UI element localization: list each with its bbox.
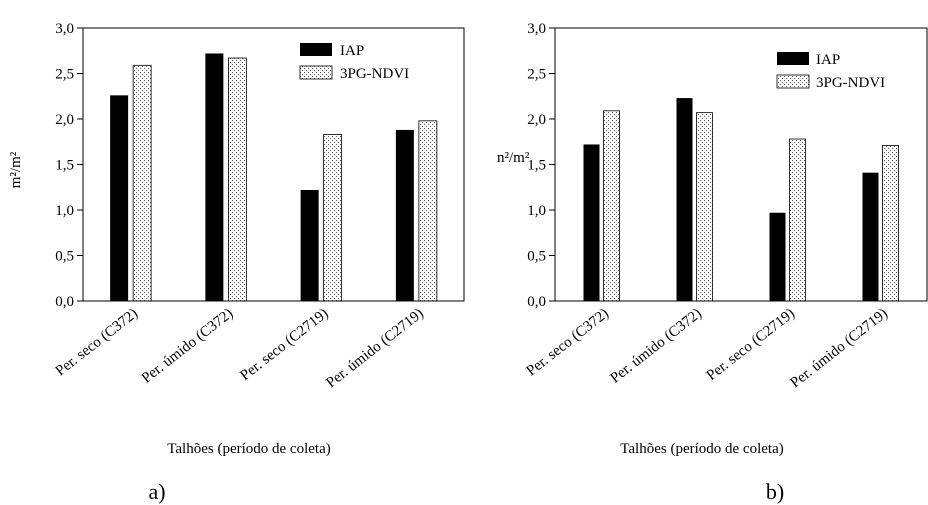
y-tick-label: 2,0 <box>527 112 546 128</box>
x-axis-tick-labels: Per. seco (C372)Per. úmido (C372)Per. se… <box>53 306 427 392</box>
x-tick-label: Per. seco (C2719) <box>704 306 798 385</box>
bar-iap <box>205 53 224 302</box>
y-axis-title: m²/m² <box>8 151 24 188</box>
y-tick-label: 2,5 <box>55 67 74 83</box>
y-axis-ticks: 0,0 0,5 1,0 1,5 2,0 2,5 3,0 <box>527 21 555 310</box>
y-tick-label: 3,0 <box>55 21 74 37</box>
x-tick-label: Per. seco (C372) <box>53 306 141 380</box>
legend-swatch-3pg-ndvi <box>299 65 333 80</box>
y-tick-label: 2,5 <box>527 67 546 83</box>
y-tick-label: 1,0 <box>55 203 74 219</box>
bar-iap <box>769 212 786 301</box>
x-tick-label: Per. seco (C2719) <box>237 306 331 385</box>
panel-label-a: a) <box>148 479 165 504</box>
bar-3pg-ndvi <box>789 138 806 302</box>
x-axis-title: Talhões (período de coleta) <box>167 441 330 457</box>
x-axis-title: Talhões (período de coleta) <box>620 441 783 457</box>
y-tick-label: 1,5 <box>527 158 546 174</box>
plot-frame <box>82 27 465 302</box>
y-tick-label: 0,5 <box>55 249 74 265</box>
y-tick-label: 0,5 <box>527 249 546 265</box>
plot-frame <box>554 27 928 302</box>
chart-panel-b: n²/m² 0,0 0,5 1,0 1,5 2,0 2,5 3,0 Per. seco (C… <box>497 21 928 504</box>
bar-3pg-ndvi <box>696 112 713 302</box>
bar-iap <box>676 98 693 301</box>
legend-label-iap: IAP <box>816 52 840 68</box>
legend-label-iap: IAP <box>340 43 364 59</box>
chart-panel-a: m²/m² 0,0 0,5 1,0 1,5 2,0 2,5 3,0 Per. seco (C… <box>8 21 465 504</box>
legend-swatch-iap <box>777 52 809 65</box>
x-tick-label: Per. seco (C372) <box>524 306 612 380</box>
bar-3pg-ndvi <box>227 57 247 302</box>
bar-3pg-ndvi <box>418 120 438 302</box>
legend-label-3pg-ndvi: 3PG-NDVI <box>816 75 885 91</box>
legend-swatch-3pg-ndvi <box>776 74 810 89</box>
bar-3pg-ndvi <box>132 64 152 302</box>
bar-iap <box>300 189 319 301</box>
legend: IAP 3PG-NDVI <box>299 43 409 82</box>
bar-3pg-ndvi <box>323 134 343 302</box>
legend-label-3pg-ndvi: 3PG-NDVI <box>340 66 409 82</box>
bars <box>583 98 899 302</box>
bar-3pg-ndvi <box>603 110 620 302</box>
x-tick-label: Per. úmido (C372) <box>139 306 237 387</box>
y-tick-label: 1,0 <box>527 203 546 219</box>
y-tick-label: 1,5 <box>55 158 74 174</box>
panel-label-b: b) <box>766 479 784 504</box>
bars <box>110 53 438 302</box>
y-tick-label: 0,0 <box>55 294 74 310</box>
legend-swatch-iap <box>300 43 332 56</box>
bar-iap <box>862 172 879 301</box>
x-tick-label: Per. úmido (C2719) <box>788 306 891 392</box>
bar-iap <box>583 144 600 301</box>
y-axis-ticks: 0,0 0,5 1,0 1,5 2,0 2,5 3,0 <box>55 21 83 310</box>
bar-iap <box>395 129 414 301</box>
bar-3pg-ndvi <box>882 144 899 302</box>
x-tick-label: Per. úmido (C2719) <box>323 306 426 392</box>
bar-iap <box>110 95 129 301</box>
y-axis-title: n²/m² <box>497 150 530 166</box>
x-axis-tick-labels: Per. seco (C372)Per. úmido (C372)Per. se… <box>524 306 891 392</box>
legend: IAP 3PG-NDVI <box>776 52 885 91</box>
y-tick-label: 0,0 <box>527 294 546 310</box>
y-tick-label: 2,0 <box>55 112 74 128</box>
y-tick-label: 3,0 <box>527 21 546 37</box>
x-tick-label: Per. úmido (C372) <box>607 306 705 387</box>
